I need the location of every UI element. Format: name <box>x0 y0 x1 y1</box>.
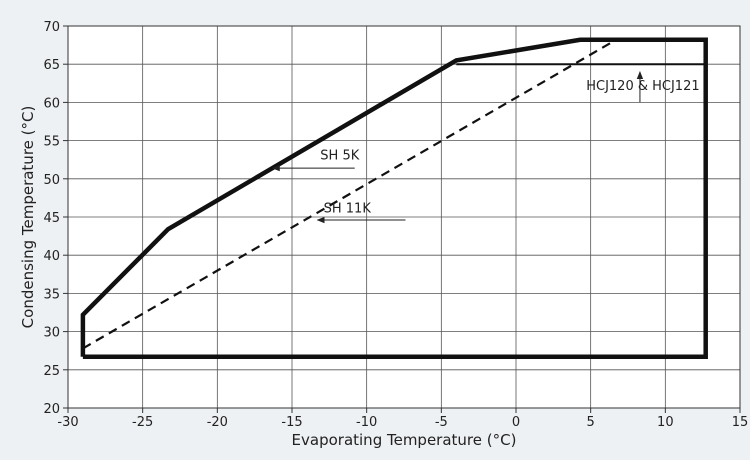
x-tick-label: 15 <box>732 415 749 430</box>
y-tick-label: 70 <box>43 20 60 35</box>
y-tick-label: 20 <box>43 402 60 417</box>
y-tick-label: 45 <box>43 211 60 226</box>
y-tick-label: 55 <box>43 135 60 150</box>
annotation-label: SH 11K <box>324 201 372 216</box>
x-tick-label: 5 <box>587 415 595 430</box>
x-tick-label: -15 <box>281 415 302 430</box>
x-tick-label: 10 <box>657 415 674 430</box>
x-tick-label: -25 <box>132 415 153 430</box>
y-tick-label: 60 <box>43 96 60 111</box>
tick-labels: -30 -25 -20 -15 -10 -5 0 5 10 15 20 25 30 35 40 45 50 55 6… <box>43 20 748 430</box>
x-tick-label: -30 <box>57 415 78 430</box>
y-tick-label: 65 <box>43 58 60 73</box>
y-tick-label: 25 <box>43 364 60 379</box>
annotation-label: SH 5K <box>320 149 359 164</box>
y-tick-label: 50 <box>43 173 60 188</box>
y-tick-label: 30 <box>43 326 60 341</box>
series-dashed-line <box>82 38 617 350</box>
x-axis-label: Evaporating Temperature (°C) <box>292 431 517 449</box>
y-tick-label: 35 <box>43 287 60 302</box>
x-tick-label: 0 <box>512 415 520 430</box>
y-axis-label: Condensing Temperature (°C) <box>19 106 37 329</box>
x-tick-label: -5 <box>435 415 448 430</box>
annotations: SH 5K SH 11K HCJ120 & HCJ121 <box>271 71 700 224</box>
x-tick-label: -20 <box>207 415 228 430</box>
x-tick-label: -10 <box>356 415 377 430</box>
grid <box>68 26 740 408</box>
series <box>80 37 708 360</box>
annotation-label: HCJ120 & HCJ121 <box>586 79 699 94</box>
y-tick-label: 40 <box>43 249 60 264</box>
series-solid-thick-line <box>80 37 708 360</box>
